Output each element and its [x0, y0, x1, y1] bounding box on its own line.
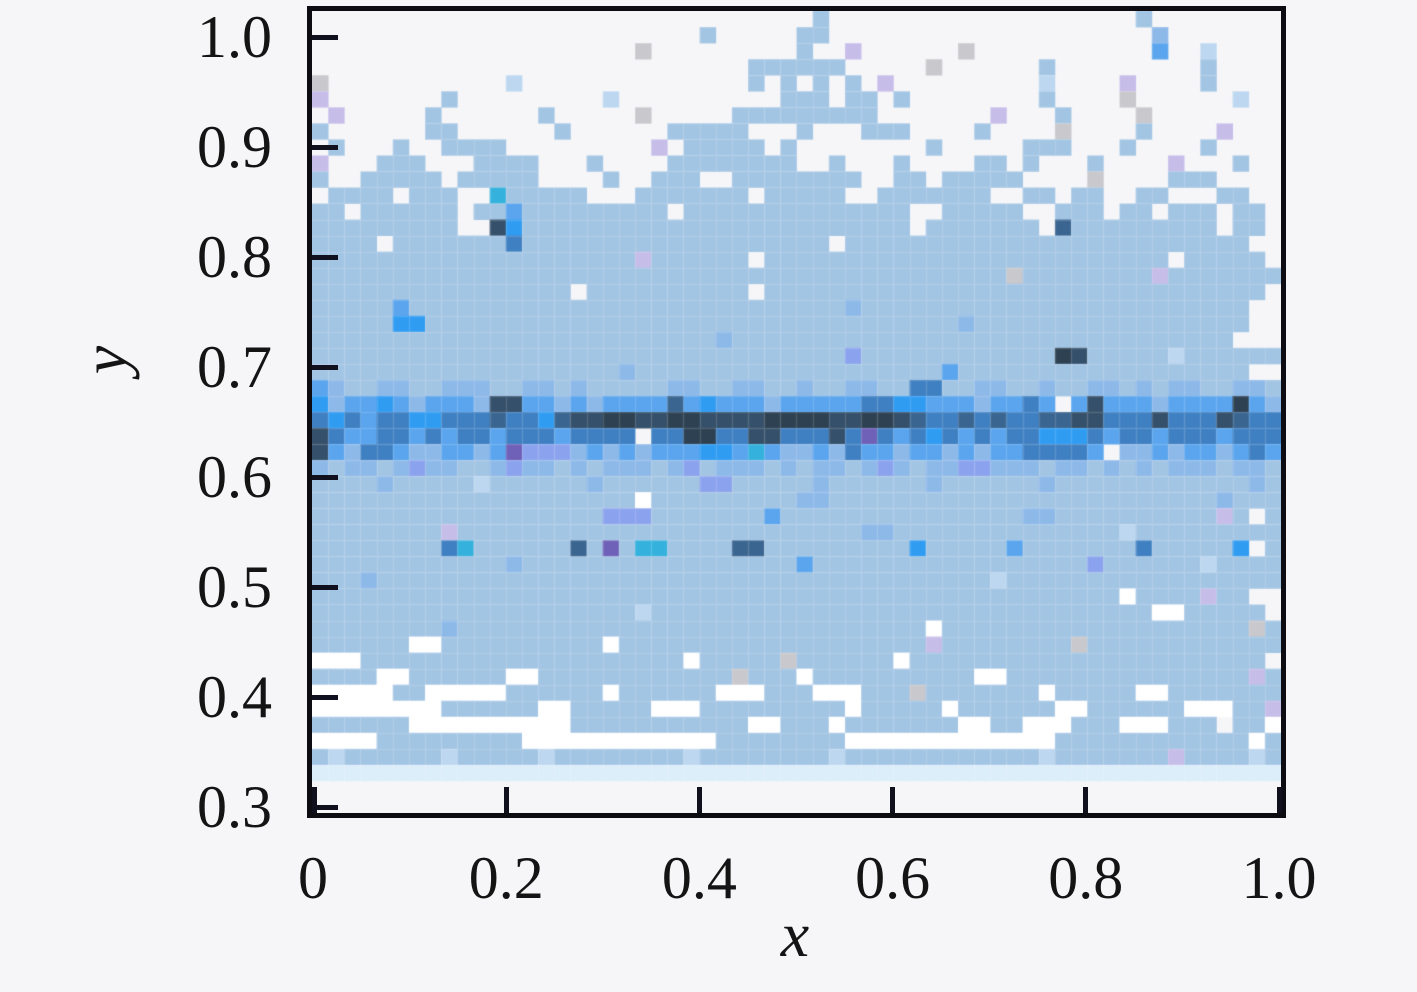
x-tick-label: 0.6	[855, 845, 931, 911]
y-tick-label: 0.3	[197, 774, 272, 840]
y-tick	[312, 694, 338, 700]
x-tick	[1083, 787, 1089, 813]
y-tick	[312, 364, 338, 370]
x-tick	[1276, 787, 1282, 813]
y-tick-label: 0.8	[197, 224, 272, 290]
x-tick	[890, 787, 896, 813]
x-tick-label: 1.0	[1241, 845, 1317, 911]
heatmap-canvas	[312, 11, 1281, 813]
y-tick	[312, 34, 338, 40]
y-tick-label: 1.0	[197, 4, 272, 70]
y-tick-label: 0.7	[197, 334, 272, 400]
x-tick	[696, 787, 702, 813]
x-tick-label: 0.2	[468, 845, 544, 911]
y-tick	[312, 474, 338, 480]
plot-area	[307, 6, 1286, 818]
x-tick	[312, 787, 317, 813]
y-tick-label: 0.6	[197, 444, 272, 510]
x-tick-label: 0.4	[661, 845, 737, 911]
y-tick-label: 0.4	[197, 664, 272, 730]
x-axis-label: x	[780, 899, 810, 970]
y-tick-label: 0.5	[197, 554, 272, 620]
y-tick	[312, 254, 338, 260]
y-tick	[312, 584, 338, 590]
y-tick	[312, 144, 338, 150]
x-tick-label: 0.8	[1048, 845, 1124, 911]
x-tick	[503, 787, 509, 813]
x-tick-label: 0	[298, 845, 328, 911]
y-tick-label: 0.9	[197, 114, 272, 180]
y-tick	[312, 804, 338, 810]
